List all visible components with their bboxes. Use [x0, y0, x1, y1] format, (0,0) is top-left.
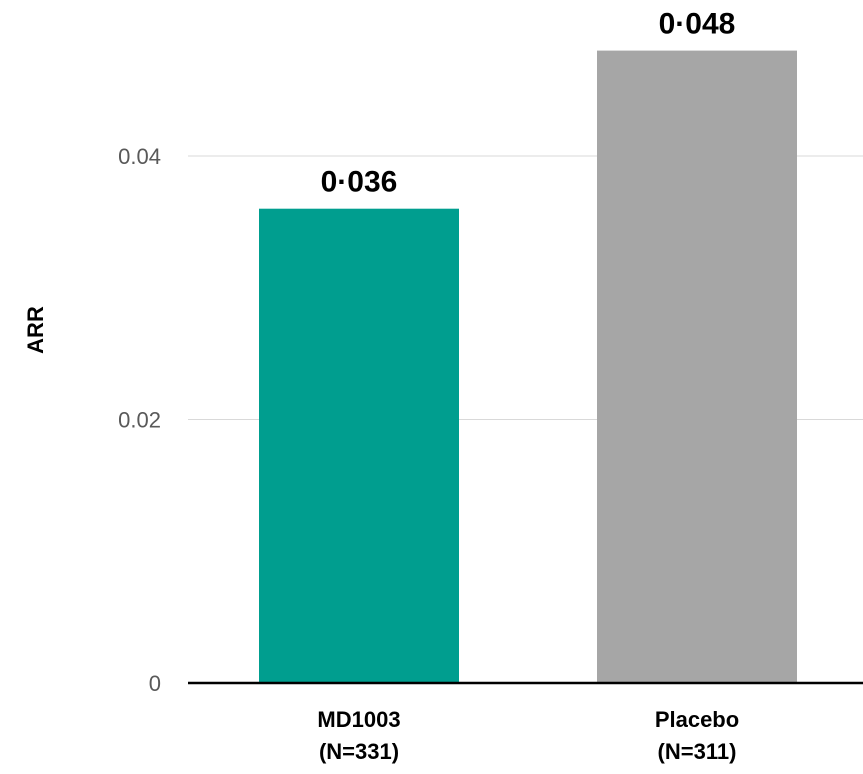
bar-value-label: 0·036 — [321, 166, 398, 199]
data-labels: 0·036 0·048 — [321, 8, 736, 199]
category-label: Placebo — [655, 707, 739, 732]
category-sublabel: (N=311) — [658, 739, 737, 764]
category-labels: MD1003 (N=331) Placebo (N=311) — [317, 707, 739, 764]
y-tick-label: 0.04 — [118, 144, 161, 169]
y-tick-label: 0.02 — [118, 408, 161, 433]
category-label: MD1003 — [317, 707, 400, 732]
bar — [597, 50, 797, 684]
bars — [259, 50, 797, 684]
y-tick-label: 0 — [149, 671, 161, 696]
y-axis-title: ARR — [23, 306, 48, 354]
category-sublabel: (N=331) — [319, 739, 399, 764]
bar-value-label: 0·048 — [659, 8, 736, 41]
y-tick-labels: 0 0.02 0.04 — [118, 144, 161, 696]
bar — [259, 208, 459, 683]
